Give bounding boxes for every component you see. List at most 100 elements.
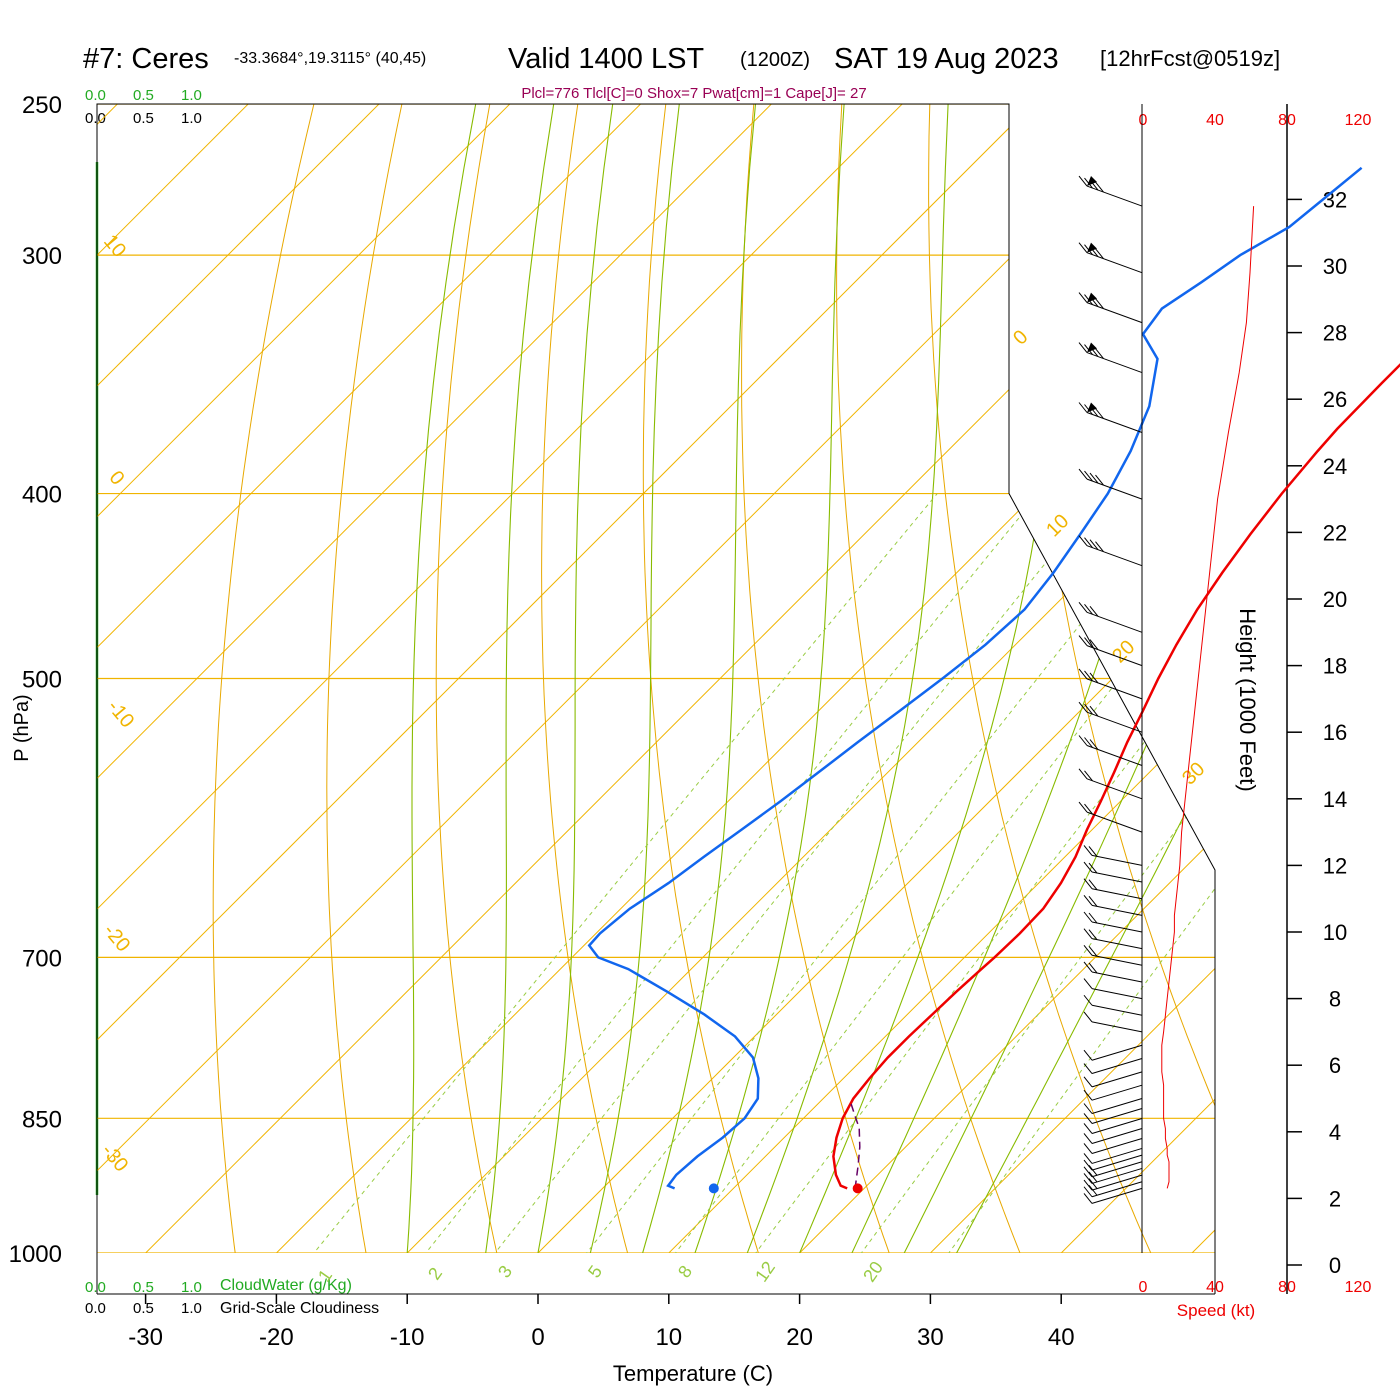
wind-barb (1091, 1118, 1143, 1134)
wind-barb-feather (1083, 1153, 1093, 1164)
wind-barb-feather (1078, 292, 1088, 303)
pressure-tick-label-1000: 1000 (9, 1241, 62, 1268)
stability-indices: Plcl=776 Tlcl[C]=0 Shox=7 Pwat[cm]=1 Cap… (521, 85, 866, 102)
wind-speed-profile (1161, 206, 1255, 1189)
wind-barb (1091, 871, 1143, 883)
wind-barb-feather (1088, 929, 1098, 940)
y-axis-title: P (hPa) (11, 694, 33, 761)
wind-barb (1091, 938, 1143, 950)
height-tick-label-26: 26 (1323, 387, 1347, 412)
speed-tick-top-80: 80 (1278, 112, 1296, 129)
isotherm-label--30: -30 (97, 1140, 132, 1176)
wind-barb (1086, 745, 1143, 766)
x-tick-label-30: 30 (917, 1324, 944, 1351)
height-tick-label-14: 14 (1323, 787, 1347, 812)
wind-barb-feather (1083, 1076, 1093, 1088)
isotherm-line (97, 104, 1088, 1253)
isotherm-label--20: -20 (99, 920, 134, 956)
wind-barb-feather (1089, 672, 1099, 684)
wind-barb (1086, 252, 1143, 274)
wind-barb-feather (1083, 845, 1093, 856)
moist-adiabat (883, 104, 1215, 1253)
wind-barb (1086, 412, 1143, 433)
wind-barb-feather (1088, 912, 1098, 924)
isotherm-label-10: 10 (1042, 510, 1073, 541)
height-tick-label-30: 30 (1323, 254, 1347, 279)
wind-barb (1091, 1084, 1143, 1101)
wind-barb (1091, 1108, 1143, 1124)
isotherm-line (497, 104, 1215, 1253)
isotherm-line (97, 104, 565, 1253)
wind-barb (1086, 711, 1143, 733)
wind-barb (1091, 1127, 1143, 1144)
wind-barb (1091, 971, 1143, 983)
isotherm-line (628, 104, 1215, 1253)
wind-barb-feather (1095, 348, 1104, 359)
isotherm-line (97, 104, 303, 1253)
wind-barb-feather (1078, 468, 1088, 480)
wind-barb (1086, 678, 1143, 700)
isotherm-line (889, 104, 1215, 1253)
wind-barb-feather (1088, 945, 1098, 957)
wind-barb (1091, 988, 1143, 1000)
wind-barb (1086, 778, 1143, 800)
wind-barb-pennant (1087, 242, 1097, 253)
wind-barb (1091, 954, 1143, 966)
wind-barb-feather (1083, 1166, 1093, 1178)
wind-barb-feather (1083, 1089, 1093, 1101)
mixing-ratio-line (393, 493, 1040, 1253)
wind-barb-feather (1095, 474, 1104, 486)
cloudiness-scale-top-2: 1.0 (181, 110, 202, 127)
wind-barb-feather (1088, 962, 1098, 974)
wind-barb (1086, 645, 1143, 667)
wind-barb (1091, 1021, 1143, 1033)
wind-barb-feather (1084, 537, 1093, 549)
wind-barb-feather (1095, 248, 1104, 259)
wind-barb-feather (1078, 668, 1088, 680)
wind-barb-feather (1083, 1011, 1093, 1023)
wind-barb-pennant (1087, 342, 1097, 353)
wind-barb-feather (1078, 535, 1088, 547)
isotherm-line (758, 104, 1215, 1253)
wind-barb-feather (1083, 1133, 1093, 1144)
speed-tick-bottom-40: 40 (1206, 1279, 1224, 1296)
speed-tick-bottom-80: 80 (1278, 1279, 1296, 1296)
speed-tick-top-0: 0 (1139, 112, 1148, 129)
mixing-ratio-line (831, 493, 1215, 1253)
wind-barb-feather (1084, 603, 1093, 615)
isotherm-label-10: 10 (99, 231, 130, 262)
dry-adiabat (1193, 104, 1215, 1253)
wind-barb-feather (1083, 1159, 1093, 1171)
wind-barb-feather (1083, 1173, 1093, 1184)
wind-barb (1091, 1154, 1143, 1171)
valid-date: SAT 19 Aug 2023 (834, 43, 1059, 75)
wind-barb (1091, 854, 1143, 866)
wind-barb (1086, 352, 1143, 374)
wind-barb (1091, 888, 1143, 900)
x-tick-label-0: 0 (531, 1324, 544, 1351)
moist-adiabat (479, 104, 555, 1253)
isotherm-line (97, 104, 957, 1253)
cloudwater-scale-bottom-2: 1.0 (181, 1279, 202, 1296)
wind-barb-feather (1083, 1186, 1093, 1198)
dry-adiabat (435, 104, 507, 1253)
wind-barb (1086, 185, 1143, 207)
height-tick-label-0: 0 (1329, 1253, 1341, 1278)
cloudwater-label: CloudWater (g/Kg) (220, 1277, 352, 1294)
cloudwater-scale-top-2: 1.0 (181, 87, 202, 104)
wind-barb-feather (1089, 739, 1099, 750)
wind-barb-feather (1089, 705, 1099, 717)
cloudiness-scale-bottom-0: 0.0 (85, 1300, 106, 1317)
wind-barb (1091, 904, 1143, 916)
wind-barb (1091, 1004, 1143, 1016)
height-tick-label-24: 24 (1323, 454, 1347, 479)
moist-adiabat (630, 104, 757, 1253)
wind-barb (1091, 1071, 1143, 1088)
wind-barb-feather (1083, 1113, 1093, 1124)
x-tick-label--10: -10 (390, 1324, 425, 1351)
height-tick-label-28: 28 (1323, 321, 1347, 346)
wind-barb-feather (1095, 408, 1104, 419)
x-tick-label-10: 10 (655, 1324, 682, 1351)
wind-barb-feather (1078, 801, 1088, 813)
